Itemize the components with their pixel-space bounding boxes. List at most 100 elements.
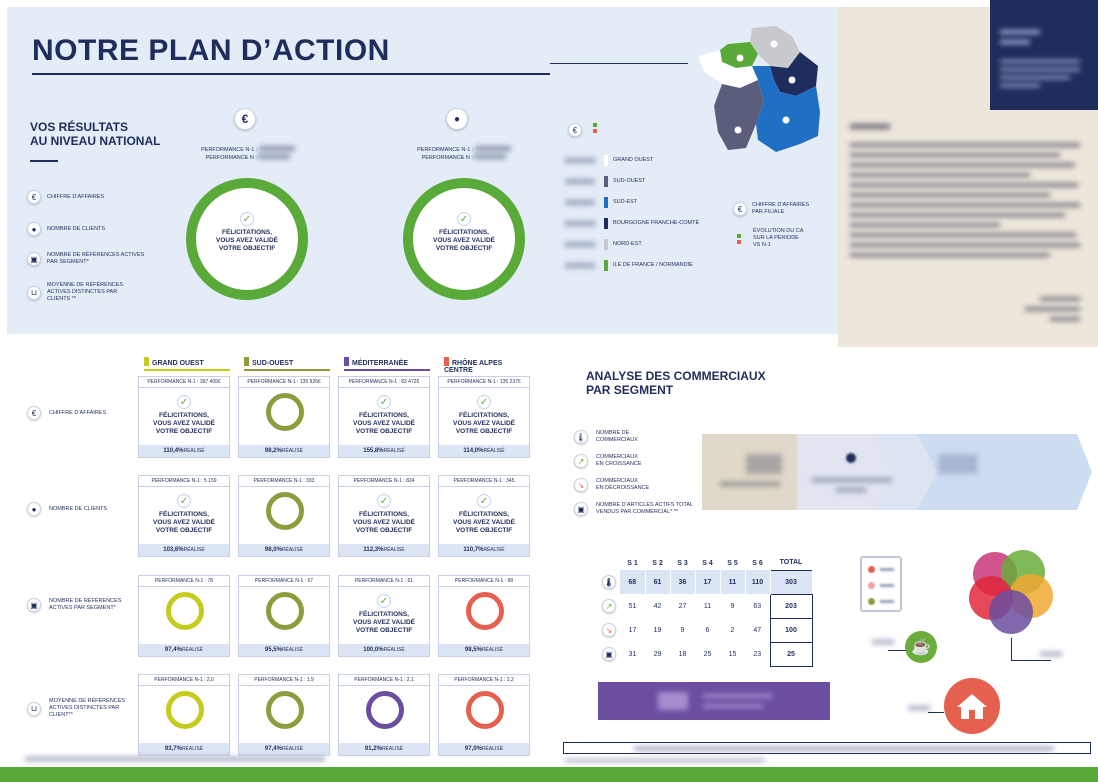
segment-value-cell: 31 xyxy=(628,650,637,658)
card-progress-ring xyxy=(466,691,504,729)
side-legend-revenue: € CHIFFRE D’AFFAIRES PAR FILIALE xyxy=(733,202,809,216)
card-performance-n1: PERFORMANCE N-1 : 824 xyxy=(339,476,429,487)
card-performance-n1: PERFORMANCE N-1 : 61 xyxy=(339,576,429,587)
map-legend-label: NORD-EST xyxy=(613,241,642,247)
card-result-value: 114,0% xyxy=(463,448,484,454)
map-legend-item: GRAND OUEST xyxy=(565,154,715,167)
gauge-message: ✓ FÉLICITATIONS, VOUS AVEZ VALIDÉ VOTRE … xyxy=(433,212,495,252)
euro-icon: € xyxy=(27,190,41,204)
card-result-suffix: RÉALISÉ xyxy=(281,547,304,553)
region-result-card: PERFORMANCE N-1 : 5 159 ✓ FÉLICITATIONS, VO… xyxy=(138,475,230,557)
segment-key-bar xyxy=(563,742,1091,754)
region-row-label: ⊔ MOYENNE DE RÉFÉRENCES ACTIVES DISTINCTES… xyxy=(27,698,137,719)
card-performance-n1: PERFORMANCE N-1 : 2,2 xyxy=(439,675,529,686)
segment-value-cell: 17 xyxy=(695,570,721,594)
card-result-value: 100,0% xyxy=(363,647,384,653)
card-performance-n1: PERFORMANCE N-1 : 83 472€ xyxy=(339,377,429,388)
map-legend-value xyxy=(565,263,595,268)
region-result-card: PERFORMANCE N-1 : 61 ✓ FÉLICITATIONS, VOUS … xyxy=(338,575,430,657)
map-legend-label: SUD-EST xyxy=(613,199,638,205)
check-icon: ✓ xyxy=(177,395,191,409)
segment-total-cell: 100 xyxy=(769,617,813,643)
card-result-suffix: RÉALISÉ xyxy=(481,647,504,653)
euro-icon: € xyxy=(234,108,256,130)
card-result: 103,6%RÉALISÉ xyxy=(139,544,229,556)
segment-table-row: ↗ 51 42 27 11 9 63 203 xyxy=(598,593,813,619)
map-marker xyxy=(736,54,744,62)
region-result-card: PERFORMANCE N-1 : 2,0 93,7%RÉALISÉ xyxy=(138,674,230,756)
card-performance-n1: PERFORMANCE N-1 : 67 xyxy=(239,576,329,587)
home-label xyxy=(908,706,930,710)
card-progress-ring xyxy=(366,691,404,729)
national-heading: VOS RÉSULTATS AU NIVEAU NATIONAL xyxy=(30,120,160,148)
map-legend-swatch xyxy=(603,217,609,230)
region-header: MÉDITERRANÉE xyxy=(344,357,430,371)
segment-table-row: ↘ 17 19 9 6 2 47 100 xyxy=(598,617,813,643)
region-result-card: PERFORMANCE N-1 : 68 98,5%RÉALISÉ xyxy=(438,575,530,657)
card-congrats: ✓ FÉLICITATIONS, VOUS AVEZ VALIDÉ VOTRE OBJ… xyxy=(153,395,215,435)
check-icon: ✓ xyxy=(477,494,491,508)
home-connector xyxy=(928,712,944,713)
region-header: RHÔNE ALPES CENTRE xyxy=(444,357,530,378)
card-performance-n1: PERFORMANCE N-1 : 1,9 xyxy=(239,675,329,686)
check-icon: ✓ xyxy=(377,594,391,608)
segment-table-row: ▣ 31 29 18 25 15 23 25 xyxy=(598,641,813,667)
segment-table-header: S 1 S 2 S 3 S 4 S 5 S 6 TOTAL xyxy=(598,556,812,570)
segment-header-cell: S 5 xyxy=(727,559,738,567)
commerciaux-heading: ANALYSE DES COMMERCIAUX PAR SEGMENT xyxy=(586,369,766,397)
card-result: 100,0%RÉALISÉ xyxy=(339,644,429,656)
segment-value-cell: 17 xyxy=(628,626,637,634)
user-icon: ● xyxy=(27,222,41,236)
card-congrats: ✓ FÉLICITATIONS, VOUS AVEZ VALIDÉ VOTRE OBJ… xyxy=(353,494,415,534)
thermometer-icon: 🌡 xyxy=(574,430,588,444)
gauge-perf-n: PERFORMANCE N : xyxy=(421,155,473,161)
region-header-label: GRAND OUEST xyxy=(152,360,204,367)
region-header-bar xyxy=(144,369,230,371)
card-performance-n1: PERFORMANCE N-1 : 397 405€ xyxy=(139,377,229,388)
card-progress-ring xyxy=(166,691,204,729)
map-legend-value xyxy=(565,179,595,184)
checklist-illustration xyxy=(860,556,902,612)
coffee-connector xyxy=(888,650,906,651)
check-icon: ✓ xyxy=(477,395,491,409)
map-legend-label: ILE DE FRANCE / NORMANDIE xyxy=(613,262,693,268)
national-gauge-revenue: € PERFORMANCE N-1 : PERFORMANCE N : ✓ FÉ… xyxy=(178,108,318,308)
map-legend-swatch xyxy=(603,238,609,251)
segment-header-cell: S 2 xyxy=(652,559,663,567)
box-icon: ▣ xyxy=(602,647,616,661)
map-legend-swatch xyxy=(603,196,609,209)
heading-rule xyxy=(30,160,58,162)
arrow-up-icon: ↗ xyxy=(574,454,588,468)
map-side-legend: € CHIFFRE D’AFFAIRES PAR FILIALE ÉVOLUTI… xyxy=(733,202,809,249)
card-progress-ring xyxy=(266,393,304,431)
region-result-card: PERFORMANCE N-1 : 135 926€ 98,2%RÉALISÉ xyxy=(238,376,330,458)
card-progress-ring xyxy=(466,592,504,630)
segment-value-cell: 47 xyxy=(753,626,762,634)
segment-value-cell: 2 xyxy=(730,626,735,634)
card-result-suffix: RÉALISÉ xyxy=(281,647,304,653)
gauge-perf-n1: PERFORMANCE N-1 : xyxy=(417,147,474,153)
map-legend-label: SUD-OUEST xyxy=(613,178,646,184)
region-color-mark xyxy=(344,357,349,366)
card-performance-n1: PERFORMANCE N-1 : 5 159 xyxy=(139,476,229,487)
check-icon: ✓ xyxy=(377,395,391,409)
map-region-sud-est xyxy=(752,66,820,152)
side-legend-evolution: ÉVOLUTION DU CA SUR LA PÉRIODE VS N-1 xyxy=(737,228,809,249)
map-marker xyxy=(782,116,790,124)
card-result-value: 155,8% xyxy=(363,448,384,454)
region-result-card: PERFORMANCE N-1 : 83 472€ ✓ FÉLICITATIONS,… xyxy=(338,376,430,458)
region-color-mark xyxy=(244,357,249,366)
card-result-value: 112,3% xyxy=(363,547,384,553)
segment-total-cell: 303 xyxy=(769,569,813,595)
card-result-value: 98,2% xyxy=(264,448,282,454)
card-progress-ring xyxy=(266,592,304,630)
map-legend-item: ILE DE FRANCE / NORMANDIE xyxy=(565,259,715,272)
region-headers: GRAND OUEST SUD-OUEST MÉDITERRANÉE RHÔNE AL… xyxy=(138,357,530,378)
card-result: 112,3%RÉALISÉ xyxy=(339,544,429,556)
segment-value-cell: 15 xyxy=(728,650,737,658)
segment-value-cell: 36 xyxy=(670,570,696,594)
commerciaux-legend-item: 🌡 NOMBRE DE COMMERCIAUX xyxy=(574,430,638,444)
footnote-right xyxy=(565,759,765,762)
map-legend-swatch xyxy=(603,259,609,272)
title-rule-extension xyxy=(550,63,688,64)
